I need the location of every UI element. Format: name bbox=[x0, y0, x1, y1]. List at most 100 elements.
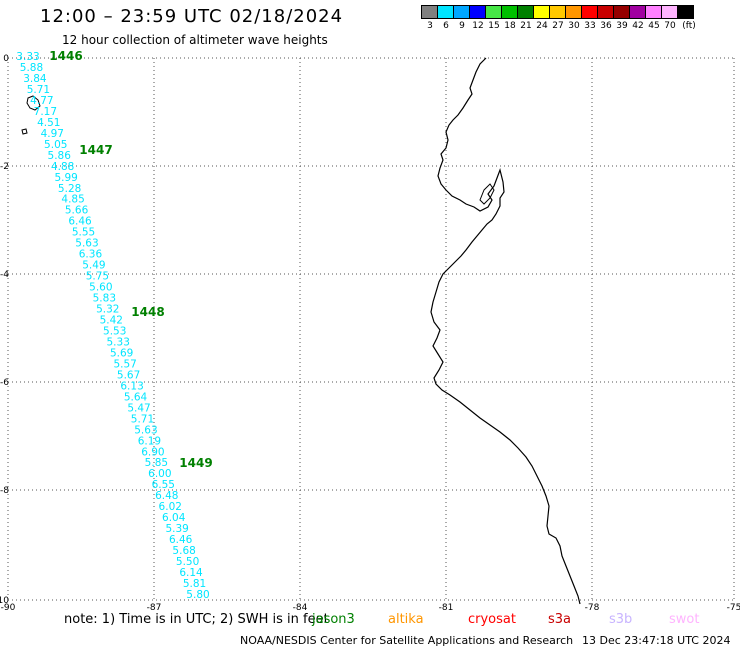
legend-label: 24 bbox=[536, 21, 548, 31]
satellite-label-jason3: jason3 bbox=[312, 612, 355, 627]
wave-height-label: 5.33 bbox=[107, 336, 130, 348]
wave-height-label: 5.60 bbox=[89, 282, 112, 294]
wave-height-label: 6.36 bbox=[79, 249, 103, 261]
legend-label: 27 bbox=[552, 21, 564, 31]
wave-height-label: 5.69 bbox=[110, 347, 133, 359]
y-tick-label: -4 bbox=[0, 270, 9, 280]
wave-height-label: 4.88 bbox=[51, 161, 74, 173]
wave-height-label: 5.68 bbox=[172, 545, 195, 557]
wave-height-label: 6.04 bbox=[162, 512, 186, 524]
legend-label: 21 bbox=[520, 21, 532, 31]
x-tick-label: -78 bbox=[585, 603, 600, 613]
legend-label: 12 bbox=[472, 21, 484, 31]
wave-height-label: 4.77 bbox=[30, 95, 53, 107]
pass-time-label: 1447 bbox=[79, 143, 112, 157]
satellite-label-altika: altika bbox=[388, 612, 424, 627]
map-grid bbox=[7, 57, 735, 601]
wave-height-label: 5.66 bbox=[65, 205, 89, 217]
y-tick-label: -2 bbox=[0, 162, 9, 172]
wave-height-label: 5.47 bbox=[127, 402, 150, 414]
pass-time-label: 1448 bbox=[131, 305, 164, 319]
wave-height-label: 6.55 bbox=[152, 479, 175, 491]
wave-height-label: 5.88 bbox=[20, 62, 43, 74]
wave-height-label: 5.28 bbox=[58, 183, 81, 195]
wave-height-label: 5.71 bbox=[27, 84, 50, 96]
inlet-outline bbox=[479, 183, 495, 205]
wave-height-label: 6.13 bbox=[120, 380, 143, 392]
wave-height-label: 5.63 bbox=[75, 238, 98, 250]
wave-height-label: 7.17 bbox=[34, 106, 57, 118]
satellite-label-s3b: s3b bbox=[609, 612, 633, 627]
wave-height-label: 4.85 bbox=[61, 194, 84, 206]
wave-height-label: 5.85 bbox=[145, 457, 168, 469]
generated-timestamp: 13 Dec 23:47:18 UTC 2024 bbox=[582, 634, 731, 647]
island-outline bbox=[26, 95, 41, 111]
wave-height-label: 6.19 bbox=[138, 435, 161, 447]
wave-height-label: 5.83 bbox=[93, 293, 116, 305]
wave-height-label: 5.57 bbox=[113, 358, 136, 370]
pass-time-label: 1446 bbox=[49, 49, 82, 63]
wave-height-label: 5.53 bbox=[103, 325, 126, 337]
wave-height-label: 6.46 bbox=[68, 216, 92, 228]
y-tick-label: -10 bbox=[0, 596, 9, 606]
axis-tick-labels: -90 -87 -84 -81 -78 -75 0 -2 -4 -6 -8 -10 bbox=[0, 54, 740, 613]
wave-height-label: 5.81 bbox=[183, 578, 206, 590]
legend-label: 36 bbox=[600, 21, 612, 31]
satellite-label-s3a: s3a bbox=[548, 612, 572, 627]
wave-height-label: 5.50 bbox=[176, 556, 199, 568]
island-outline-small bbox=[21, 128, 28, 135]
x-tick-label: -81 bbox=[439, 603, 454, 613]
map-title: 12:00 – 23:59 UTC 02/18/2024 bbox=[40, 6, 344, 27]
wave-height-label: 6.48 bbox=[155, 490, 178, 502]
wave-height-label: 5.99 bbox=[54, 172, 77, 184]
wave-height-label: 5.39 bbox=[165, 523, 188, 535]
x-tick-label: -84 bbox=[293, 603, 308, 613]
legend-label: 6 bbox=[443, 21, 449, 31]
satellite-label-cryosat: cryosat bbox=[468, 612, 516, 627]
map-subtitle: 12 hour collection of altimeter wave hei… bbox=[62, 33, 328, 47]
coastline bbox=[21, 57, 581, 605]
wave-height-label: 3.33 bbox=[16, 51, 39, 63]
credit-text: NOAA/NESDIS Center for Satellite Applica… bbox=[240, 634, 574, 647]
pass-time-label: 1449 bbox=[179, 456, 212, 470]
wave-height-label: 5.75 bbox=[86, 271, 109, 283]
wave-height-label: 4.51 bbox=[37, 117, 60, 129]
wave-height-label: 5.55 bbox=[72, 227, 95, 239]
wave-height-label: 5.80 bbox=[186, 589, 209, 601]
legend-label: 39 bbox=[616, 21, 628, 31]
wave-height-label: 6.90 bbox=[141, 446, 164, 458]
legend-label: 3 bbox=[427, 21, 433, 31]
x-tick-label: -87 bbox=[147, 603, 162, 613]
y-tick-label: -8 bbox=[0, 486, 9, 496]
wave-height-label: 5.42 bbox=[100, 315, 123, 327]
y-tick-label: 0 bbox=[3, 54, 9, 64]
x-tick-label: -90 bbox=[1, 603, 16, 613]
legend-label: 42 bbox=[632, 21, 644, 31]
wave-height-color-legend bbox=[421, 5, 694, 19]
wave-height-label: 6.14 bbox=[179, 567, 203, 579]
wave-height-label: 6.00 bbox=[148, 468, 171, 480]
satellite-label-swot: swot bbox=[669, 612, 700, 627]
legend-unit: (ft) bbox=[682, 21, 696, 31]
legend-label: 18 bbox=[504, 21, 516, 31]
coastline-path bbox=[430, 57, 581, 605]
altimeter-track: 3.335.883.845.714.777.174.514.975.055.86… bbox=[16, 49, 212, 601]
wave-height-label: 5.67 bbox=[117, 369, 140, 381]
wave-height-label: 5.86 bbox=[48, 150, 72, 162]
wave-height-label: 6.46 bbox=[169, 534, 193, 546]
wave-height-label: 5.32 bbox=[96, 304, 119, 316]
legend-label: 33 bbox=[584, 21, 596, 31]
wave-height-label: 5.64 bbox=[124, 391, 148, 403]
wave-height-legend-labels: 3 6 9 12 15 18 21 24 27 30 33 36 39 42 45 70 (ft) bbox=[422, 21, 700, 31]
wave-height-label: 5.71 bbox=[131, 413, 154, 425]
wave-height-label: 5.63 bbox=[134, 424, 157, 436]
wave-height-label: 3.84 bbox=[23, 73, 47, 85]
wave-height-label: 5.05 bbox=[44, 139, 67, 151]
legend-label: 9 bbox=[459, 21, 465, 31]
y-tick-label: -6 bbox=[0, 378, 9, 388]
legend-label: 15 bbox=[488, 21, 500, 31]
wave-height-label: 6.02 bbox=[159, 501, 182, 513]
legend-label: 45 bbox=[648, 21, 660, 31]
legend-label: 30 bbox=[568, 21, 580, 31]
